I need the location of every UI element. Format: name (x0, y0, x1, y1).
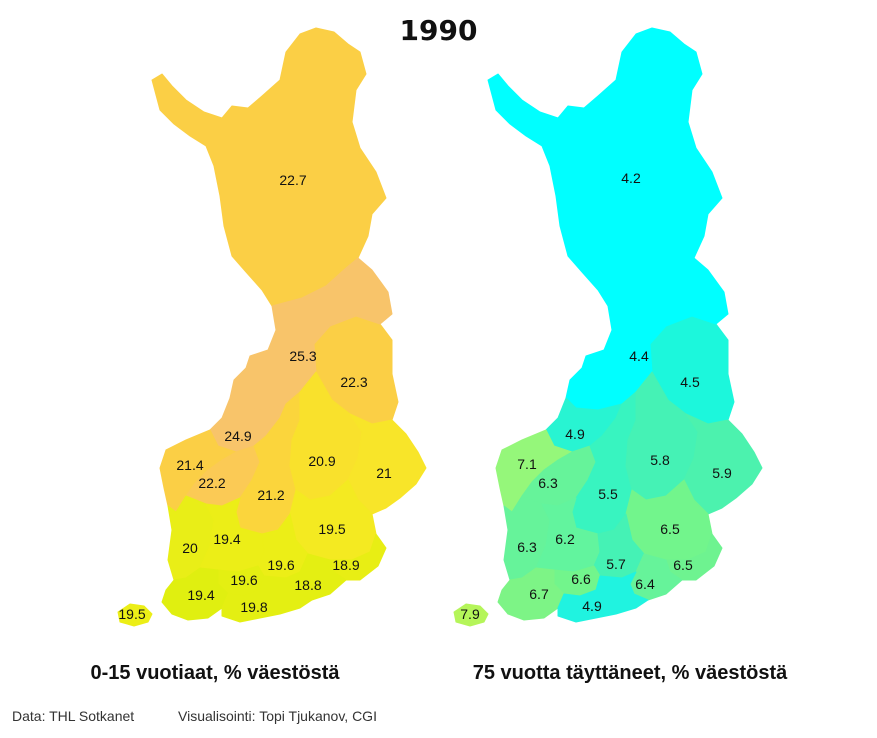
region-value-pohjanmaa: 21.4 (176, 457, 203, 473)
region-value-kanta-hame: 6.6 (571, 571, 591, 587)
region-pohjois-pohjanmaa (565, 257, 729, 411)
region-value-etela-pohjanmaa: 22.2 (198, 475, 225, 491)
region-value-kymenlaakso: 6.4 (635, 576, 655, 592)
region-value-etela-savo: 6.5 (660, 521, 680, 537)
region-value-varsinais-suomi: 19.4 (187, 587, 214, 603)
region-value-pohjois-savo: 20.9 (308, 453, 335, 469)
region-value-paijat-hame: 19.6 (267, 557, 294, 573)
region-value-pohjanmaa: 7.1 (517, 456, 537, 472)
region-value-pohjois-karjala: 21 (376, 465, 392, 481)
region-value-pohjois-pohjanmaa: 25.3 (289, 348, 316, 364)
map-right-caption: 75 vuotta täyttäneet, % väestöstä (472, 662, 788, 684)
region-pohjois-pohjanmaa (229, 257, 393, 411)
region-value-kanta-hame: 19.6 (230, 572, 257, 588)
map-left-caption: 0-15 vuotiaat, % väestöstä (90, 662, 340, 684)
region-value-pohjois-savo: 5.8 (650, 452, 670, 468)
region-value-keski-pohjanmaa: 4.9 (565, 426, 585, 442)
region-value-keski-suomi: 5.5 (598, 486, 618, 502)
region-value-pirkanmaa: 19.4 (213, 531, 240, 547)
region-value-etela-pohjanmaa: 6.3 (538, 475, 558, 491)
region-value-etela-karjala: 18.9 (332, 557, 359, 573)
region-value-kymenlaakso: 18.8 (294, 577, 321, 593)
region-value-pohjois-pohjanmaa: 4.4 (629, 348, 649, 364)
region-value-ahvenanmaa: 19.5 (118, 606, 145, 622)
region-value-ahvenanmaa: 7.9 (460, 606, 480, 622)
region-value-paijat-hame: 5.7 (606, 556, 626, 572)
region-value-satakunta: 20 (182, 540, 198, 556)
region-lappi (487, 27, 723, 307)
region-ahvenanmaa (453, 603, 489, 627)
region-value-satakunta: 6.3 (517, 539, 537, 555)
region-value-keski-pohjanmaa: 24.9 (224, 428, 251, 444)
region-pohjois-karjala (683, 413, 763, 515)
region-value-varsinais-suomi: 6.7 (529, 586, 549, 602)
map-right-elderly (453, 27, 763, 627)
region-uusimaa (557, 571, 649, 623)
visualisation-credit: Visualisointi: Topi Tjukanov, CGI (178, 708, 377, 724)
region-value-uusimaa: 19.8 (240, 599, 267, 615)
region-value-pirkanmaa: 6.2 (555, 531, 575, 547)
region-ahvenanmaa (117, 603, 153, 627)
region-value-keski-suomi: 21.2 (257, 487, 284, 503)
region-value-kainuu: 4.5 (680, 374, 700, 390)
region-value-kainuu: 22.3 (340, 374, 367, 390)
region-uusimaa (221, 571, 313, 623)
map-left-children (117, 27, 427, 627)
region-value-lappi: 4.2 (621, 170, 641, 186)
region-value-pohjois-karjala: 5.9 (712, 465, 732, 481)
region-pohjois-karjala (347, 413, 427, 515)
region-value-lappi: 22.7 (279, 172, 306, 188)
region-value-uusimaa: 4.9 (582, 598, 602, 614)
map-title-year: 1990 (399, 14, 478, 47)
data-source-note: Data: THL Sotkanet (12, 708, 135, 724)
region-value-etela-savo: 19.5 (318, 521, 345, 537)
region-lappi (151, 27, 387, 307)
region-value-etela-karjala: 6.5 (673, 557, 693, 573)
